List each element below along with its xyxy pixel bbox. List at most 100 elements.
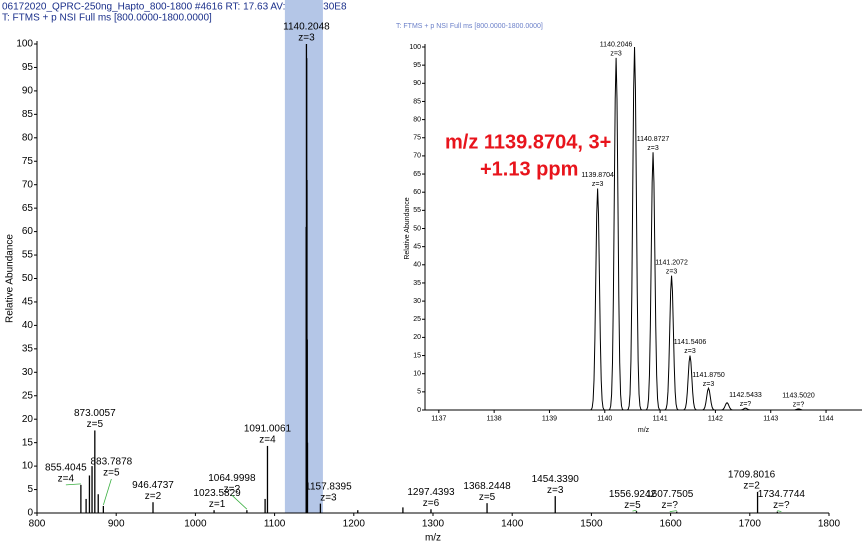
peak-label: 1140.2048 xyxy=(283,22,330,33)
y-tick-label: 70 xyxy=(413,153,421,160)
y-tick-label: 55 xyxy=(22,250,34,261)
peak-label: 1141.2072 xyxy=(655,259,688,266)
x-tick-label: 1140 xyxy=(597,416,612,423)
y-tick-label: 65 xyxy=(413,171,421,178)
x-tick-label: 1400 xyxy=(501,519,524,530)
charge-label: z=3 xyxy=(298,33,315,44)
peak-label: 873.0057 xyxy=(74,408,116,419)
charge-label: z=? xyxy=(740,401,752,408)
charge-label: z=3 xyxy=(703,381,715,388)
y-tick-label: 50 xyxy=(413,225,421,232)
charge-label: z=3 xyxy=(666,268,678,275)
charge-label: z=3 xyxy=(547,485,564,496)
x-tick-label: 1500 xyxy=(580,519,603,530)
header-line: 06172020_QPRC-250ng_Hapto_800-1800 #4616… xyxy=(2,2,347,13)
y-tick-label: 75 xyxy=(413,135,421,142)
y-tick-label: 30 xyxy=(22,367,34,378)
y-tick-label: 15 xyxy=(22,437,34,448)
peak xyxy=(791,408,806,411)
charge-label: z=2 xyxy=(145,491,162,502)
y-tick-label: 5 xyxy=(417,389,421,396)
y-tick-label: 80 xyxy=(22,132,34,143)
header-line: T: FTMS + p NSI Full ms [800.0000-1800.0… xyxy=(2,13,212,24)
charge-label: z=6 xyxy=(423,498,440,509)
peak-label: 1709.8016 xyxy=(728,470,776,481)
charge-label: z=5 xyxy=(624,500,641,511)
peak-label: 1454.3390 xyxy=(532,474,580,485)
peak xyxy=(627,46,643,411)
label-leader xyxy=(669,510,677,512)
label-leader xyxy=(65,483,81,486)
highlight-band xyxy=(284,0,323,513)
x-tick-label: 1600 xyxy=(659,519,682,530)
peak-label: 1157.8395 xyxy=(305,481,352,492)
charge-label: z=3 xyxy=(684,348,696,355)
charge-label: z=5 xyxy=(87,419,104,430)
y-tick-label: 50 xyxy=(22,273,34,284)
peak-label: 855.4045 xyxy=(45,463,87,474)
charge-label: z=3 xyxy=(320,492,337,503)
x-tick-label: 900 xyxy=(108,519,125,530)
x-tick-label: 1800 xyxy=(818,519,841,530)
x-tick-label: 1137 xyxy=(431,416,446,423)
peak-label: 1734.7744 xyxy=(758,489,806,500)
peak-label: 1143.5020 xyxy=(782,393,815,400)
x-tick-label: 1139 xyxy=(542,416,557,423)
charge-label: z=4 xyxy=(58,474,75,485)
y-tick-label: 0 xyxy=(417,407,421,414)
y-tick-label: 20 xyxy=(413,334,421,341)
y-tick-label: 70 xyxy=(22,179,34,190)
y-tick-label: 40 xyxy=(22,320,34,331)
y-tick-label: 85 xyxy=(413,98,421,105)
peak xyxy=(664,275,679,411)
label-leader xyxy=(231,494,248,510)
label-leader xyxy=(632,509,637,512)
charge-label: z=5 xyxy=(103,468,120,479)
x-tick-label: 1700 xyxy=(739,519,762,530)
y-tick-label: 60 xyxy=(22,226,34,237)
y-tick-label: 5 xyxy=(27,484,33,495)
y-tick-label: 65 xyxy=(22,203,34,214)
x-tick-label: 1144 xyxy=(819,416,834,423)
y-tick-label: 60 xyxy=(413,189,421,196)
charge-label: z=3 xyxy=(610,51,622,58)
y-axis-label: Relative Abundance xyxy=(404,197,411,259)
charge-label: z=? xyxy=(773,500,790,511)
annotation: m/z 1139.8704, 3+ xyxy=(445,131,611,153)
peak-label: 1368.2448 xyxy=(463,481,511,492)
peak-label: 1140.2046 xyxy=(600,42,633,49)
x-axis-label: m/z xyxy=(638,427,650,434)
charge-label: z=3 xyxy=(592,181,604,188)
y-tick-label: 35 xyxy=(22,343,34,354)
y-tick-label: 95 xyxy=(22,62,34,73)
y-tick-label: 30 xyxy=(413,298,421,305)
y-tick-label: 75 xyxy=(22,156,34,167)
peak-label: 883.7878 xyxy=(91,457,133,468)
y-tick-label: 35 xyxy=(413,280,421,287)
label-leader xyxy=(777,510,782,512)
peak xyxy=(738,407,753,411)
annotation: +1.13 ppm xyxy=(480,158,578,180)
y-tick-label: 25 xyxy=(22,390,34,401)
peak xyxy=(645,152,661,411)
label-leader xyxy=(102,478,112,506)
peak-label: 1297.4393 xyxy=(407,487,455,498)
charge-label: z=2 xyxy=(743,481,760,492)
x-tick-label: 1000 xyxy=(184,519,207,530)
peak xyxy=(682,355,698,411)
charge-label: z=? xyxy=(224,484,241,495)
y-tick-label: 80 xyxy=(413,116,421,123)
peak-label: 1141.5406 xyxy=(674,339,707,346)
y-tick-label: 25 xyxy=(413,316,421,323)
y-tick-label: 40 xyxy=(413,262,421,269)
x-tick-label: 1100 xyxy=(264,519,286,530)
charge-label: z=? xyxy=(662,500,679,511)
y-tick-label: 10 xyxy=(22,461,34,472)
y-tick-label: 90 xyxy=(22,86,34,97)
y-tick-label: 90 xyxy=(413,80,421,87)
peak-label: 1023.5829 xyxy=(193,488,241,499)
y-tick-label: 100 xyxy=(409,44,421,51)
peak-label: 1091.0061 xyxy=(244,424,292,435)
y-tick-label: 45 xyxy=(413,243,421,250)
